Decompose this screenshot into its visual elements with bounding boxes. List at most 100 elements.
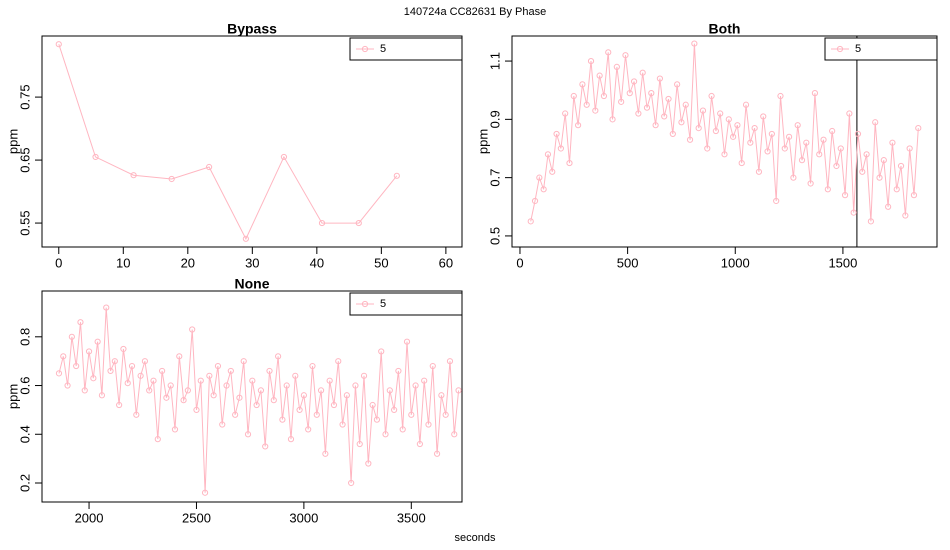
data-point — [451, 431, 458, 438]
data-point — [803, 139, 810, 146]
data-point — [549, 168, 556, 175]
data-point — [171, 426, 179, 433]
data-point — [421, 377, 428, 384]
x-tick-label: 2000 — [75, 510, 104, 525]
data-point — [335, 358, 342, 365]
data-point — [695, 124, 702, 132]
data-point — [98, 392, 106, 399]
data-point — [352, 382, 359, 389]
data-point — [455, 387, 462, 394]
panel-title: Both — [709, 21, 741, 37]
data-point — [348, 479, 355, 487]
y-tick-label: 0.6 — [17, 376, 32, 394]
data-point — [373, 416, 381, 423]
data-point — [223, 382, 230, 389]
data-point — [816, 151, 823, 158]
legend-box — [824, 37, 938, 61]
data-point — [536, 174, 543, 181]
series-line — [530, 43, 919, 222]
data-point — [725, 116, 732, 123]
data-point — [773, 197, 780, 205]
data-point — [553, 130, 560, 138]
data-point — [141, 358, 149, 365]
data-point — [133, 411, 140, 418]
data-point — [168, 175, 175, 183]
data-point — [270, 397, 277, 404]
x-tick-label: 20 — [181, 255, 195, 270]
data-point — [189, 326, 196, 333]
data-point — [609, 116, 616, 123]
data-point — [583, 101, 590, 108]
x-tick-label: 1000 — [721, 255, 750, 270]
data-point — [184, 387, 191, 394]
data-point — [279, 416, 286, 423]
data-point — [94, 338, 101, 345]
data-point — [630, 78, 638, 85]
data-point — [442, 411, 449, 418]
data-point — [416, 440, 423, 448]
data-point — [438, 392, 445, 399]
data-point — [360, 372, 368, 379]
data-point — [531, 197, 539, 205]
data-point — [721, 151, 728, 158]
data-point — [618, 98, 625, 105]
data-point — [841, 192, 849, 199]
data-point — [55, 41, 62, 48]
data-point — [613, 63, 620, 70]
data-point — [167, 382, 174, 389]
y-tick-label: 0.65 — [17, 147, 32, 172]
data-point — [730, 133, 737, 140]
data-point — [738, 159, 745, 167]
data-point — [854, 130, 862, 138]
data-point — [794, 122, 801, 129]
series-line — [58, 307, 460, 493]
data-point — [781, 145, 788, 152]
data-point — [562, 110, 569, 117]
data-point — [622, 52, 629, 59]
data-point — [910, 192, 918, 199]
legend-box — [349, 292, 463, 316]
data-point — [369, 401, 376, 409]
data-point — [305, 426, 312, 433]
data-point — [393, 172, 400, 179]
y-tick-label: 0.8 — [17, 328, 32, 346]
data-point — [829, 127, 836, 135]
data-point — [266, 367, 273, 375]
data-point — [339, 421, 346, 428]
data-point — [837, 145, 844, 152]
data-point — [365, 460, 372, 467]
data-point — [596, 72, 603, 79]
y-tick-label: 0.5 — [487, 227, 502, 245]
data-point — [540, 186, 547, 193]
data-point — [850, 209, 857, 216]
data-point — [626, 90, 633, 97]
data-point — [574, 122, 582, 129]
data-point — [429, 362, 436, 370]
data-point — [906, 145, 913, 152]
x-axis-label: seconds — [455, 532, 496, 544]
data-point — [897, 162, 905, 170]
y-tick-label: 0.9 — [487, 110, 502, 128]
data-point — [386, 387, 393, 394]
data-point — [902, 212, 909, 219]
data-point — [249, 377, 256, 384]
data-point — [253, 401, 260, 409]
legend-label: 5 — [380, 43, 386, 55]
data-point — [807, 180, 814, 187]
data-point — [240, 358, 247, 365]
data-point — [236, 394, 243, 401]
data-point — [85, 348, 93, 355]
legend-marker — [836, 45, 844, 53]
data-point — [867, 218, 875, 225]
data-point — [124, 379, 131, 387]
y-tick-label: 0.7 — [487, 169, 502, 187]
panel-title: None — [235, 276, 270, 292]
data-point — [570, 92, 577, 100]
data-point — [768, 130, 775, 138]
data-point — [103, 304, 110, 311]
data-point — [210, 392, 217, 399]
data-point — [408, 411, 415, 418]
y-tick-label: 0.75 — [17, 84, 32, 109]
x-tick-label: 1500 — [828, 255, 857, 270]
data-point — [755, 168, 763, 175]
